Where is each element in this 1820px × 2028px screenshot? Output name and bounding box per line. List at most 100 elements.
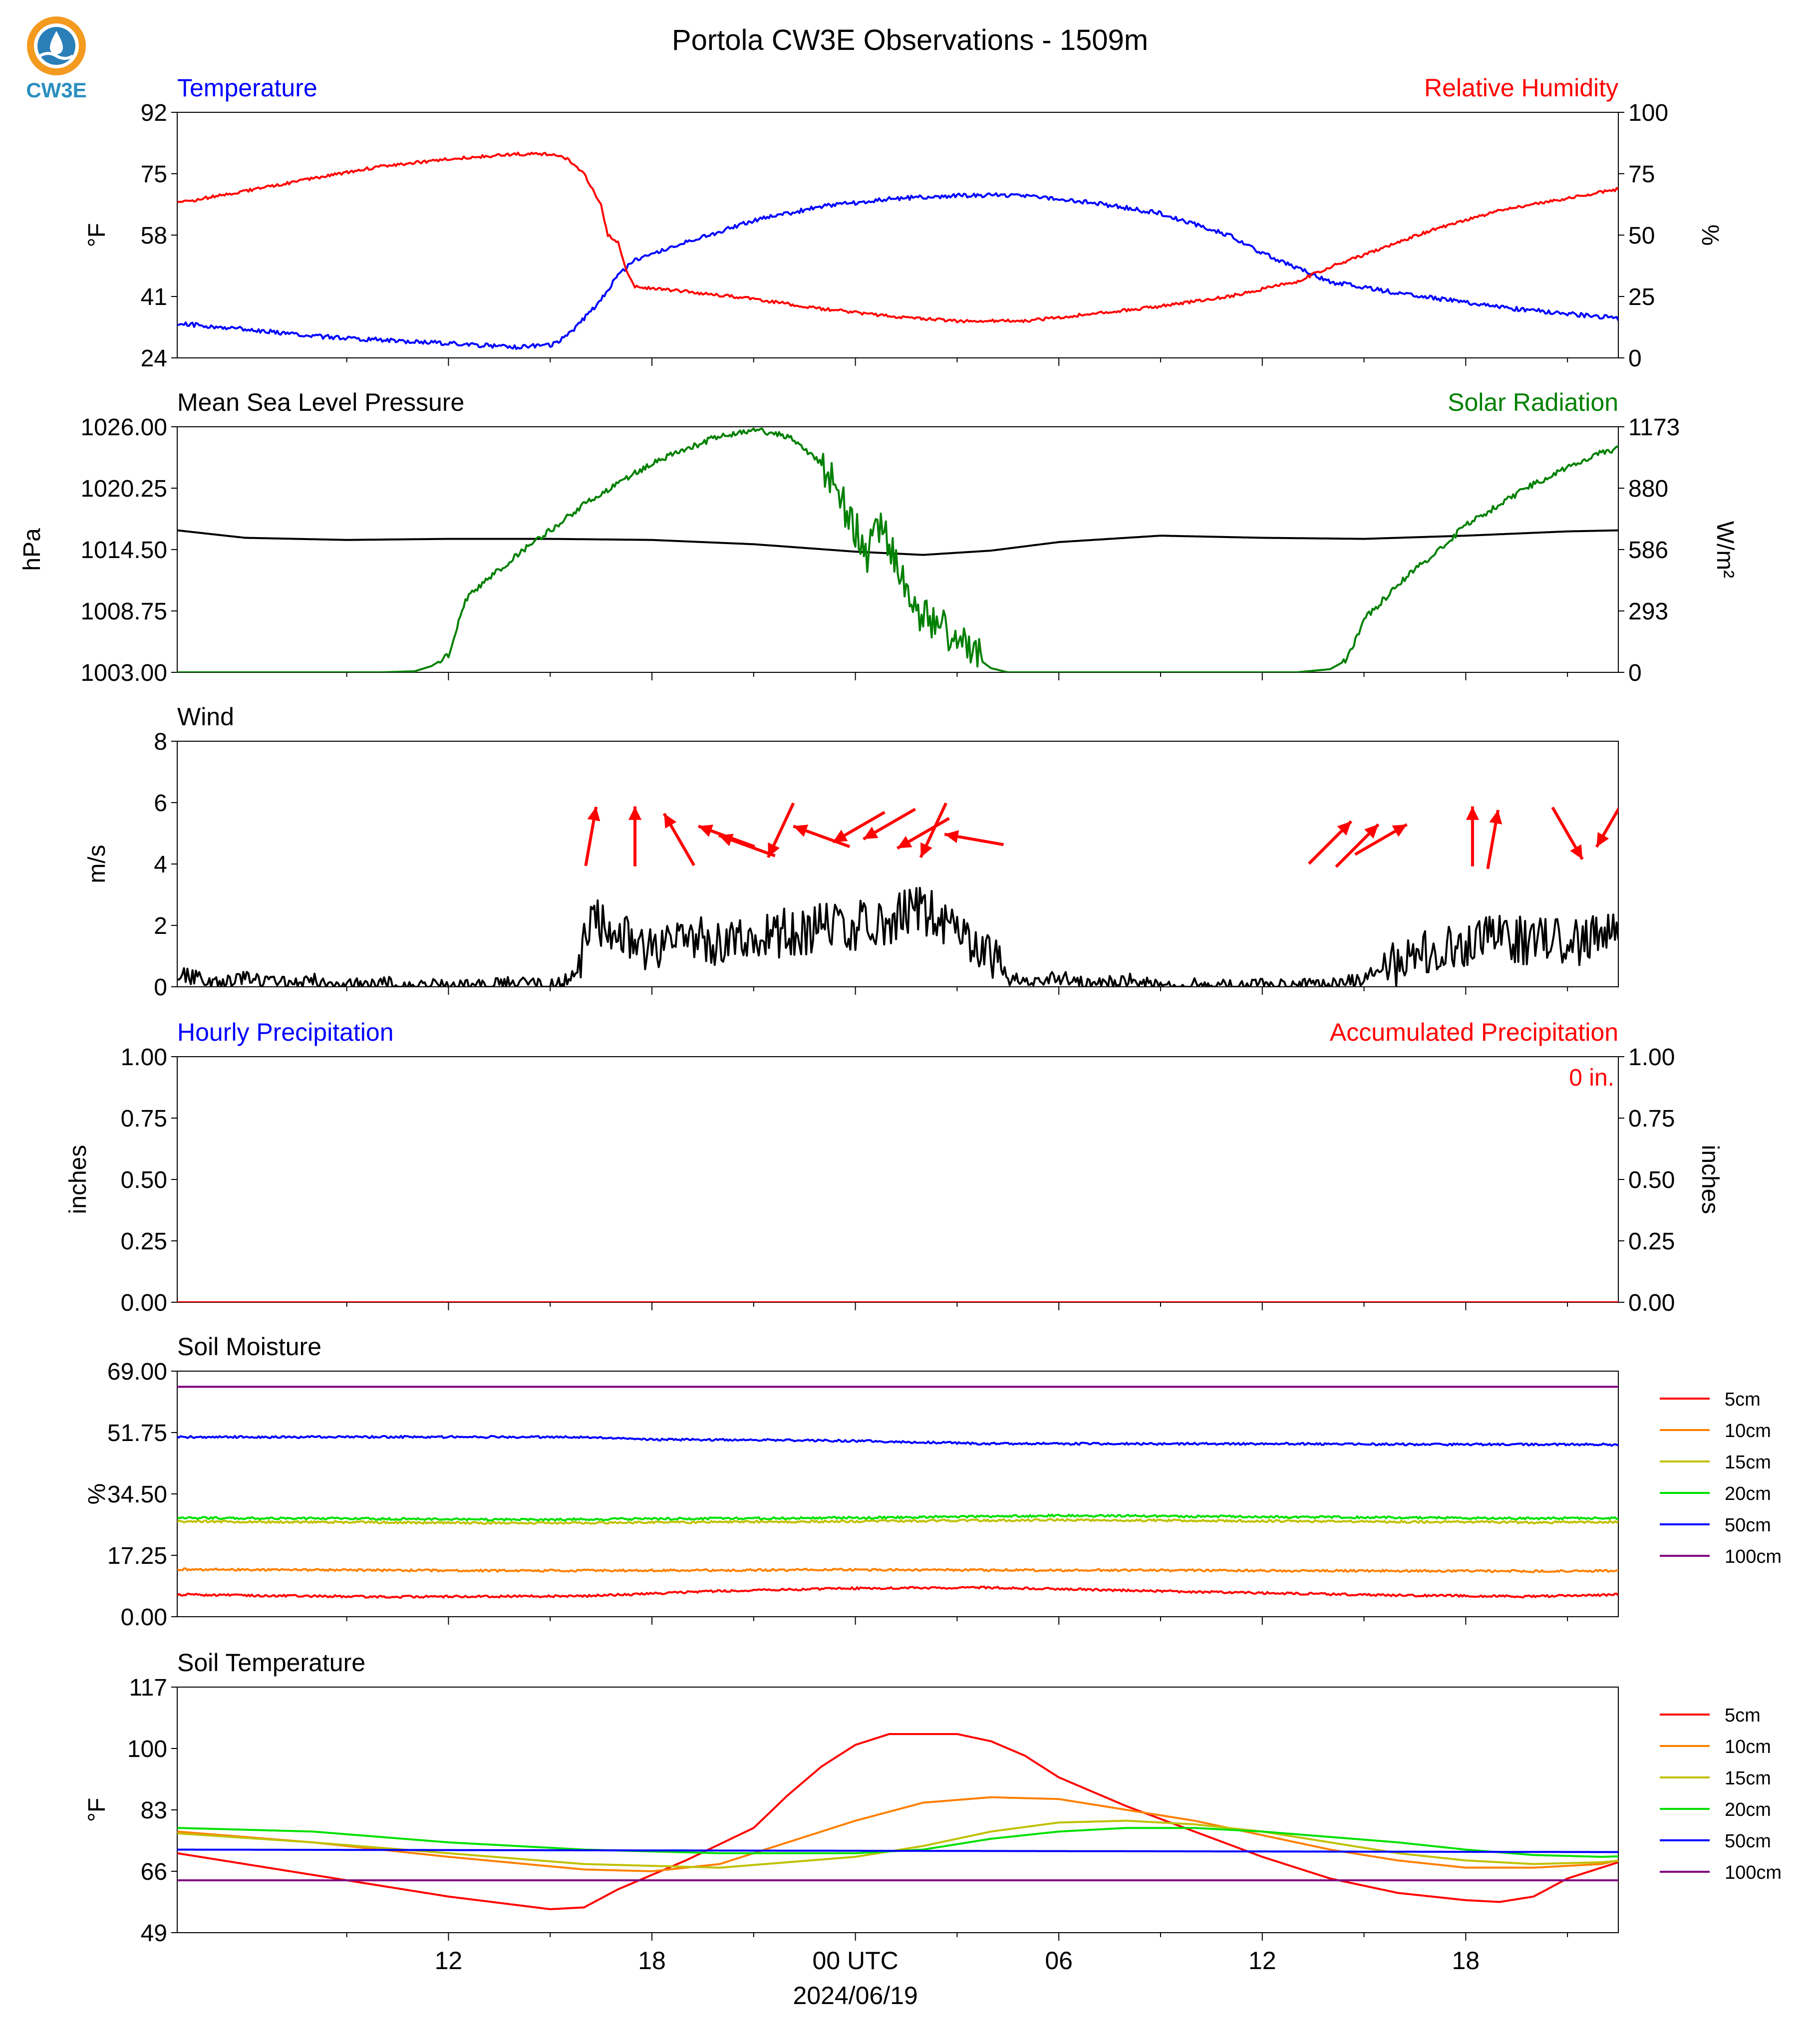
y-tick-label-left: 1020.25 bbox=[80, 476, 167, 502]
wind-arrow-head bbox=[833, 830, 848, 843]
wind-arrow-head bbox=[944, 830, 959, 843]
wind-arrow-shaft bbox=[1622, 834, 1682, 839]
y-tick-label-left: 51.75 bbox=[107, 1420, 167, 1447]
y-tick-label-left: 100 bbox=[127, 1736, 167, 1762]
y-axis-label-right: % bbox=[1697, 225, 1723, 246]
y-tick-label-left: 24 bbox=[141, 345, 167, 372]
y-tick-label-left: 6 bbox=[154, 790, 167, 817]
panel-title-right: Solar Radiation bbox=[1448, 388, 1618, 416]
y-axis-label-left: m/s bbox=[84, 845, 110, 883]
x-tick-label: 18 bbox=[638, 1947, 666, 1975]
series-line-10cm bbox=[177, 1567, 1618, 1573]
panel-title-left: Hourly Precipitation bbox=[177, 1018, 394, 1046]
y-tick-label-left: 8 bbox=[154, 729, 167, 755]
y-tick-label-left: 66 bbox=[141, 1859, 167, 1885]
y-tick-label-left: 34.50 bbox=[107, 1481, 167, 1508]
plot-frame bbox=[177, 741, 1619, 987]
y-axis-label-right: inches bbox=[1697, 1145, 1723, 1214]
panel-pressure-solar: 1003.00 1008.75 1014.50 1020.25 1026.00 hPa 0 2… bbox=[19, 388, 1738, 686]
y-tick-label-right: 1.00 bbox=[1628, 1044, 1675, 1071]
y-tick-label-right: 0.25 bbox=[1628, 1228, 1675, 1255]
y-axis-label-right: W/m² bbox=[1712, 521, 1738, 579]
wind-arrow-head bbox=[793, 825, 809, 837]
y-tick-label-right: 293 bbox=[1628, 598, 1668, 625]
wind-arrow-head bbox=[1466, 806, 1479, 820]
wind-arrow-head bbox=[1364, 824, 1379, 839]
y-tick-label-right: 0.00 bbox=[1628, 1290, 1675, 1316]
series-group bbox=[177, 886, 1618, 987]
wind-arrow-head bbox=[920, 842, 932, 858]
y-tick-label-right: 75 bbox=[1628, 161, 1655, 188]
x-tick-label: 12 bbox=[1248, 1947, 1276, 1975]
wind-arrow-head bbox=[628, 806, 642, 820]
logo-text: CW3E bbox=[26, 78, 86, 102]
wind-arrow-head bbox=[768, 842, 780, 858]
plot-frame bbox=[177, 1056, 1619, 1303]
y-tick-label-left: 2 bbox=[154, 913, 167, 939]
wind-arrow-head bbox=[698, 825, 713, 837]
y-tick-label-left: 69.00 bbox=[107, 1359, 167, 1385]
series-line-50cm bbox=[177, 1435, 1618, 1447]
x-tick-label: 12 bbox=[435, 1947, 463, 1975]
legend-label: 50cm bbox=[1725, 1515, 1771, 1536]
panel-soil-moisture: 0.00 17.25 34.50 51.75 69.00% Soil Moisture 5c… bbox=[84, 1333, 1782, 1631]
legend-label: 20cm bbox=[1725, 1799, 1771, 1820]
wind-arrow-head bbox=[1489, 810, 1503, 825]
series-group bbox=[177, 1733, 1618, 1910]
plot-frame bbox=[177, 426, 1619, 673]
legend-label: 5cm bbox=[1725, 1389, 1761, 1410]
legend: 5cm 10cm 15cm 20cm 50cm 100cm bbox=[1660, 1705, 1782, 1883]
x-date-label: 2024/06/19 bbox=[793, 1982, 917, 2010]
chart-title: Portola CW3E Observations - 1509m bbox=[672, 24, 1148, 56]
legend-label: 5cm bbox=[1725, 1705, 1761, 1726]
y-tick-label-left: 1003.00 bbox=[80, 660, 167, 686]
panel-soil-temperature: 49 66 83 100 117 °F Soil Temperature 5cm 10cm 15c… bbox=[84, 1649, 1782, 1947]
wind-arrow-head bbox=[1392, 824, 1407, 837]
y-tick-label-left: 83 bbox=[141, 1797, 167, 1824]
wind-arrow-head bbox=[1665, 831, 1679, 845]
y-tick-label-right: 880 bbox=[1628, 476, 1668, 502]
y-tick-label-right: 0 bbox=[1628, 345, 1642, 372]
y-tick-label-left: 41 bbox=[141, 284, 167, 310]
y-tick-label-left: 0 bbox=[154, 974, 167, 1001]
wind-arrow-head bbox=[1337, 821, 1352, 836]
legend-label: 15cm bbox=[1725, 1452, 1771, 1473]
y-tick-label-left: 75 bbox=[141, 161, 167, 188]
panel-title-left: Soil Temperature bbox=[177, 1649, 365, 1677]
y-tick-label-right: 50 bbox=[1628, 223, 1655, 249]
y-tick-label-left: 0.50 bbox=[121, 1167, 167, 1193]
panel-title-right: Accumulated Precipitation bbox=[1330, 1018, 1618, 1046]
legend-label: 10cm bbox=[1725, 1421, 1771, 1442]
time-axis: 12 18 00 UTC 06 12 18 2024/06/19 bbox=[435, 1947, 1480, 2010]
y-tick-label-left: 0.25 bbox=[121, 1228, 167, 1255]
wind-arrow-head bbox=[664, 813, 677, 829]
x-tick-label: 00 UTC bbox=[812, 1947, 898, 1975]
y-tick-label-right: 0.50 bbox=[1628, 1167, 1675, 1193]
y-axis-label-left: inches bbox=[65, 1145, 91, 1214]
legend-label: 20cm bbox=[1725, 1483, 1771, 1504]
y-tick-label-right: 100 bbox=[1628, 100, 1668, 126]
series-line-right bbox=[177, 427, 1618, 672]
series-line-main bbox=[177, 886, 1618, 987]
y-tick-label-right: 1173 bbox=[1628, 414, 1680, 441]
wind-arrow-head bbox=[1570, 844, 1583, 860]
panel-title-left: Temperature bbox=[177, 74, 317, 102]
panel-wind: 0 2 4 6 8 m/s Wind bbox=[84, 703, 1682, 1001]
accumulated-total-label: 0 in. bbox=[1569, 1065, 1614, 1091]
panel-precip: 0.00 0.25 0.50 0.75 1.00 inches 0.00 0.25 0.50 0.… bbox=[65, 1018, 1723, 1316]
y-tick-label-left: 117 bbox=[129, 1675, 167, 1701]
legend-label: 100cm bbox=[1725, 1546, 1782, 1567]
y-tick-label-left: 0.00 bbox=[121, 1290, 167, 1316]
y-tick-label-right: 25 bbox=[1628, 284, 1655, 310]
y-axis-label-left: % bbox=[84, 1483, 110, 1505]
y-tick-label-right: 586 bbox=[1628, 537, 1668, 564]
wave-icon bbox=[39, 52, 74, 60]
series-line-20cm bbox=[177, 1513, 1618, 1522]
y-tick-label-left: 49 bbox=[141, 1920, 167, 1947]
y-axis-label-left: °F bbox=[84, 1798, 110, 1822]
y-tick-label-left: 92 bbox=[141, 100, 167, 126]
panel-title-left: Soil Moisture bbox=[177, 1333, 321, 1361]
y-tick-label-left: 0.75 bbox=[121, 1106, 167, 1132]
series-line-15cm bbox=[177, 1518, 1618, 1525]
